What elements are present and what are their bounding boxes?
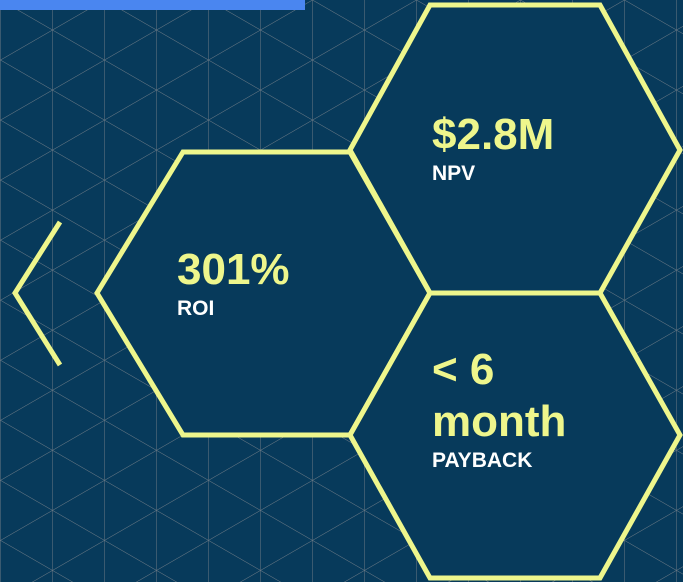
metric: $2.8M NPV <box>432 109 652 187</box>
chevron <box>12 220 63 367</box>
metric-value: $2.8M <box>432 110 555 159</box>
metric: < 6 month PAYBACK <box>432 344 612 474</box>
metric-value: 301% <box>177 245 290 294</box>
hexagon <box>347 290 683 581</box>
metric: 301% ROI <box>177 244 377 322</box>
metric-label: PAYBACK <box>432 449 533 472</box>
metric-label: ROI <box>177 297 215 320</box>
top-bar <box>0 0 305 10</box>
metric-label: NPV <box>432 162 476 185</box>
metric-value: < 6 month <box>432 345 567 446</box>
